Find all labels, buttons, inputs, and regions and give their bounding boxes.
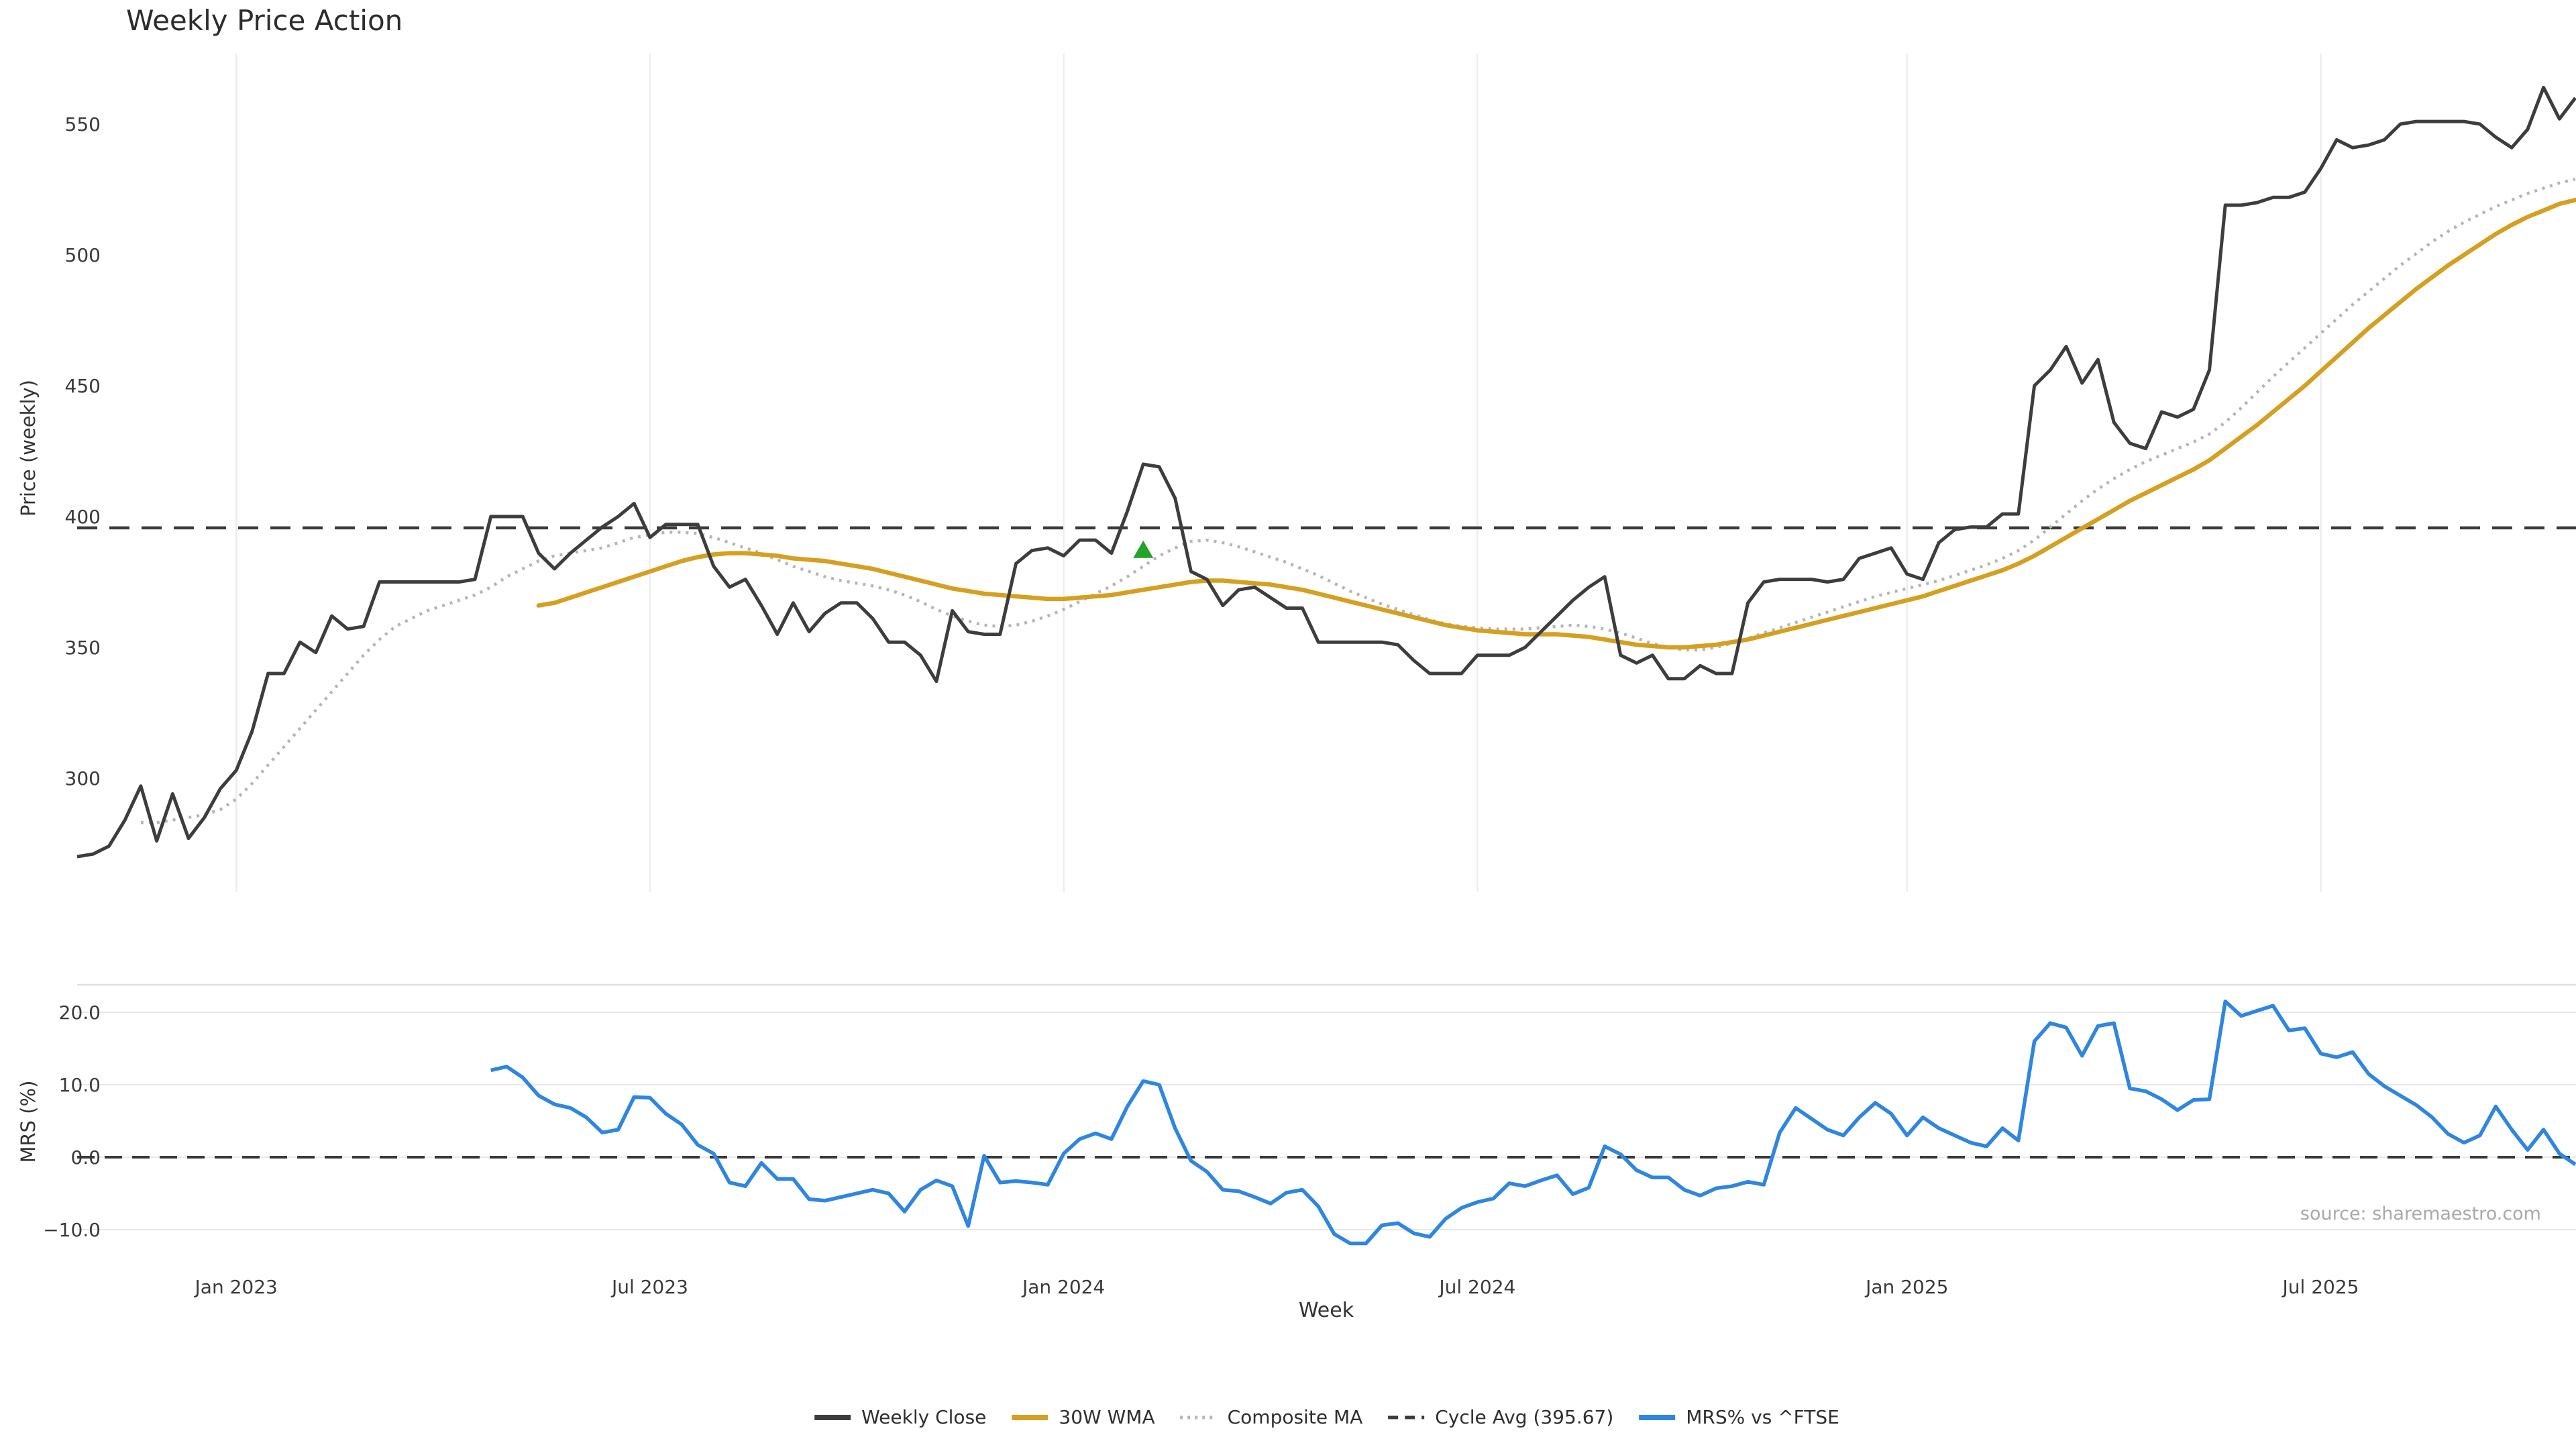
price-axis-title: Price (weekly)	[17, 379, 40, 517]
price-y-tick-label: 500	[65, 244, 101, 266]
mrs-y-tick-label: 10.0	[59, 1074, 101, 1096]
legend-label: MRS% vs ^FTSE	[1686, 1406, 1839, 1428]
legend-swatch-solid-line-icon	[814, 1414, 851, 1420]
mrs-axis-title: MRS (%)	[17, 1080, 40, 1163]
source-attribution: source: sharemaestro.com	[2300, 1203, 2541, 1224]
legend-item-weekly-close: Weekly Close	[813, 1406, 986, 1428]
legend-item-composite-ma: Composite MA	[1179, 1406, 1363, 1428]
x-tick-label: Jan 2024	[1021, 1276, 1105, 1298]
legend-item-mrs: MRS% vs ^FTSE	[1638, 1406, 1839, 1428]
legend-swatch-dashed-line-icon	[1388, 1415, 1425, 1419]
legend-label: Weekly Close	[861, 1406, 987, 1428]
x-tick-label: Jan 2025	[1864, 1276, 1948, 1298]
legend: Weekly Close 30W WMA Composite MA Cycle …	[813, 1406, 1839, 1428]
weekly-close-line	[76, 85, 2576, 859]
legend-swatch-solid-line-icon	[1639, 1414, 1676, 1420]
legend-swatch-solid-line-icon	[1012, 1414, 1049, 1420]
legend-label: Composite MA	[1227, 1406, 1363, 1428]
legend-label: Cycle Avg (395.67)	[1435, 1406, 1614, 1428]
price-y-tick-label: 350	[65, 637, 101, 659]
price-y-tick-label: 550	[65, 113, 101, 136]
legend-label: 30W WMA	[1059, 1406, 1155, 1428]
chart-title: Weekly Price Action	[126, 4, 403, 37]
x-axis-title: Week	[1298, 1299, 1354, 1322]
price-y-tick-label: 300	[65, 767, 101, 790]
mrs-y-tick-label: −10.0	[43, 1219, 101, 1241]
price-y-tick-label: 450	[65, 375, 101, 397]
mrs-line	[490, 1000, 2576, 1246]
x-tick-label: Jan 2023	[194, 1276, 278, 1298]
x-tick-label: Jul 2025	[2282, 1276, 2359, 1298]
mrs-y-tick-label: 20.0	[59, 1002, 101, 1024]
legend-swatch-dotted-line-icon	[1180, 1415, 1217, 1419]
composite-ma-line	[140, 177, 2576, 824]
price-y-tick-label: 400	[65, 506, 101, 528]
wma-30w-line	[536, 197, 2576, 650]
x-tick-label: Jul 2023	[610, 1276, 688, 1298]
legend-item-cycle-avg: Cycle Avg (395.67)	[1387, 1406, 1613, 1428]
x-tick-label: Jul 2024	[1438, 1276, 1515, 1298]
buy-signal-triangle-icon	[1133, 540, 1154, 558]
legend-item-30w-wma: 30W WMA	[1010, 1406, 1155, 1428]
